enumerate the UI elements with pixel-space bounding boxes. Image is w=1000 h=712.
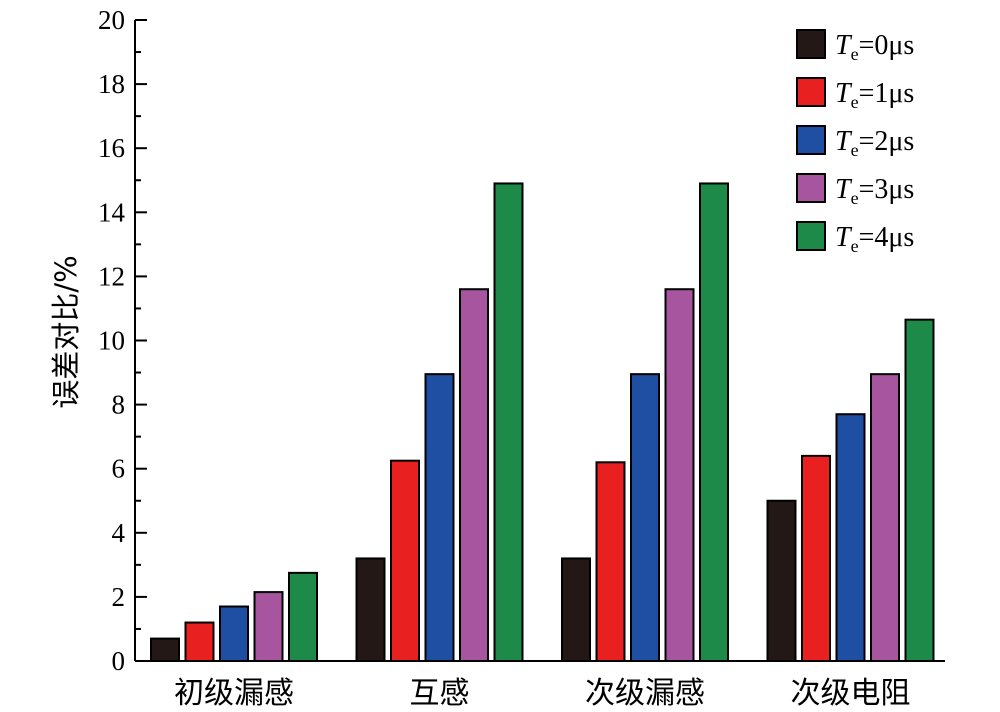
bar <box>904 318 935 662</box>
bar <box>766 499 797 662</box>
bar <box>219 605 249 663</box>
bar <box>595 461 626 663</box>
bar <box>493 182 524 663</box>
bar <box>253 591 284 663</box>
bar <box>630 373 660 662</box>
y-tick-label: 2 <box>112 582 126 612</box>
bar <box>561 557 591 662</box>
legend-swatch <box>796 173 826 203</box>
legend-entry: Te=3μs <box>835 174 914 208</box>
bars-layer <box>150 182 935 663</box>
x-category-labels: 初级漏感 互感 次级漏感 次级电阻 <box>174 676 911 711</box>
bar <box>390 459 420 662</box>
bar <box>870 373 900 662</box>
y-tick-label: 4 <box>112 518 126 548</box>
bar <box>355 557 386 662</box>
y-tick-label: 18 <box>98 69 125 99</box>
y-tick-label: 6 <box>112 454 126 484</box>
y-tick-label: 0 <box>112 646 126 676</box>
x-category-label: 次级电阻 <box>791 676 911 711</box>
x-category-label: 互感 <box>410 676 470 711</box>
legend-entry: Te=0μs <box>835 30 914 64</box>
legend-entry: Te=2μs <box>835 126 914 160</box>
y-axis-title: 误差对比/% <box>49 255 83 408</box>
x-category-label: 初级漏感 <box>174 676 294 711</box>
bar <box>835 413 866 662</box>
bar <box>459 288 489 662</box>
bar <box>288 571 318 662</box>
bar <box>664 288 695 662</box>
y-tick-label: 10 <box>98 326 125 356</box>
y-tick-label: 12 <box>98 261 125 291</box>
legend-swatch <box>796 77 826 107</box>
bar <box>699 182 729 663</box>
legend-swatch <box>796 29 826 59</box>
bar <box>424 373 455 662</box>
y-tick-label: 14 <box>98 197 126 227</box>
y-ticks: 0 2 4 6 8 10 12 14 16 18 20 <box>98 5 147 676</box>
legend-entry: Te=4μs <box>835 222 914 256</box>
bar <box>184 621 215 662</box>
bar <box>801 454 831 662</box>
y-tick-label: 8 <box>112 390 126 420</box>
y-tick-label: 20 <box>98 5 125 35</box>
legend: Te=0μs Te=1μs Te=2μs Te=3μs Te=4μs <box>796 29 914 256</box>
legend-swatch <box>796 221 826 251</box>
legend-entry: Te=1μs <box>835 78 914 112</box>
bar <box>150 637 180 663</box>
y-tick-label: 16 <box>98 133 125 163</box>
legend-swatch <box>796 125 826 155</box>
x-category-label: 次级漏感 <box>585 676 705 711</box>
